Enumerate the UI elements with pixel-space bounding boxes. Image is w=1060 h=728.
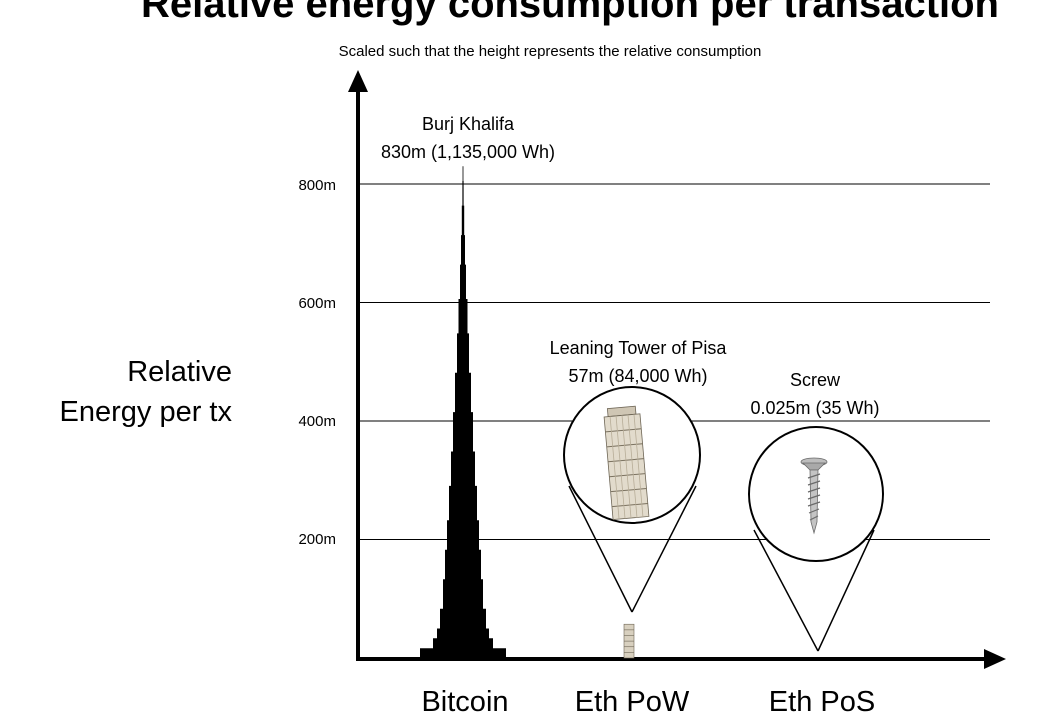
x-category-eth-pos: Eth PoS xyxy=(768,686,876,718)
y-tick-label-200: 200m xyxy=(298,531,336,548)
chart-title: Relative energy consumption per transact… xyxy=(141,0,999,26)
annotation-burj-khalifa-detail: 830m (1,135,000 Wh) xyxy=(380,142,556,162)
y-axis-label: Relative Energy per tx xyxy=(0,352,232,432)
y-axis-label-line-2: Energy per tx xyxy=(59,396,232,428)
annotation-screw-name: Screw xyxy=(789,370,840,390)
pisa-callout-line-right xyxy=(631,485,697,613)
x-category-bitcoin: Bitcoin xyxy=(421,686,509,718)
pisa-callout xyxy=(563,386,701,613)
y-tick-label-600: 600m xyxy=(298,295,336,312)
chart-subtitle: Scaled such that the height represents t… xyxy=(338,43,762,60)
burj-khalifa-silhouette xyxy=(417,166,509,658)
screw-callout xyxy=(748,426,884,652)
y-tick-label-400: 400m xyxy=(298,413,336,430)
x-category-eth-pow: Eth PoW xyxy=(574,686,690,718)
y-tick-label-800: 800m xyxy=(298,177,336,194)
screw-callout-line-right xyxy=(817,529,875,652)
screw-icon xyxy=(800,457,828,535)
y-axis-arrow-icon xyxy=(348,70,368,92)
annotation-screw: Screw 0.025m (35 Wh) xyxy=(665,366,965,422)
annotation-pisa: Leaning Tower of Pisa 57m (84,000 Wh) xyxy=(488,334,788,390)
annotation-burj-khalifa-name: Burj Khalifa xyxy=(421,114,515,134)
pisa-callout-line-left xyxy=(568,485,633,613)
bar-bitcoin-burj-khalifa xyxy=(417,166,509,658)
bar-eth-pow-pisa-tower xyxy=(623,623,635,659)
annotation-burj-khalifa: Burj Khalifa 830m (1,135,000 Wh) xyxy=(318,110,618,166)
annotation-pisa-name: Leaning Tower of Pisa xyxy=(549,338,727,358)
x-axis-arrow-icon xyxy=(984,649,1006,669)
pisa-tower-icon xyxy=(603,405,650,521)
y-axis-label-line-1: Relative xyxy=(127,356,232,388)
screw-callout-line-left xyxy=(753,529,819,652)
annotation-pisa-detail: 57m (84,000 Wh) xyxy=(568,366,708,386)
annotation-screw-detail: 0.025m (35 Wh) xyxy=(750,398,880,418)
axes xyxy=(348,70,1006,669)
